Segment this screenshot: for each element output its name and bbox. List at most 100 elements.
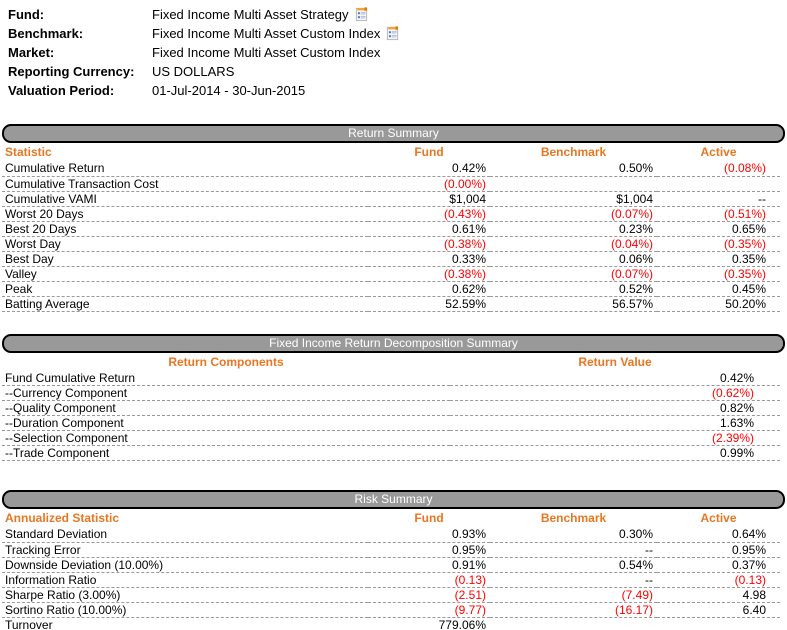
table-row: Fund Cumulative Return 0.42%: [2, 370, 780, 386]
stat-label: Peak: [2, 281, 368, 297]
stat-value: 0.30%: [490, 527, 657, 543]
fund-value: Fixed Income Multi Asset Strategy: [152, 7, 349, 22]
column-header-benchmark: Benchmark: [540, 511, 607, 525]
stat-value: --: [490, 572, 657, 588]
stat-label: Valley: [2, 266, 368, 282]
stat-value: (0.07%): [490, 266, 657, 282]
table-row: Information Ratio (0.13) -- (0.13): [2, 572, 780, 588]
stat-label: Information Ratio: [2, 572, 368, 588]
stat-value: (0.13): [657, 572, 780, 588]
stat-value: (0.07%): [490, 206, 657, 222]
stat-value: 0.95%: [657, 542, 780, 558]
table-row: Batting Average 52.59% 56.57% 50.20%: [2, 296, 780, 312]
stat-label: Sharpe Ratio (3.00%): [2, 587, 368, 603]
table-row: --Quality Component 0.82%: [2, 400, 780, 416]
reporting-currency-value: US DOLLARS: [152, 64, 235, 79]
stat-value: [490, 176, 657, 192]
table-row: Sortino Ratio (10.00%) (9.77) (16.17) 6.40: [2, 602, 780, 618]
stat-value: 6.40: [657, 602, 780, 618]
stat-value: (7.49): [490, 587, 657, 603]
reporting-currency-row: Reporting Currency: US DOLLARS: [8, 62, 787, 81]
table-row: Standard Deviation 0.93% 0.30% 0.64%: [2, 527, 780, 543]
stat-value: (0.38%): [368, 236, 490, 252]
stat-value: (0.62%): [450, 385, 780, 401]
valuation-period-value: 01-Jul-2014 - 30-Jun-2015: [152, 83, 306, 98]
stat-label: Downside Deviation (10.00%): [2, 557, 368, 573]
table-row: Tracking Error 0.95% -- 0.95%: [2, 542, 780, 558]
benchmark-row: Benchmark: Fixed Income Multi Asset Custo…: [8, 24, 787, 43]
stat-value: --: [490, 542, 657, 558]
table-row: --Currency Component (0.62%): [2, 385, 780, 401]
stat-value: 0.54%: [490, 557, 657, 573]
stat-value: 0.35%: [657, 251, 780, 267]
stat-value: 779.06%: [368, 617, 490, 630]
table-row: Peak 0.62% 0.52% 0.45%: [2, 281, 780, 297]
stat-value: 56.57%: [490, 296, 657, 312]
table-row: Valley (0.38%) (0.07%) (0.35%): [2, 266, 780, 282]
market-row: Market: Fixed Income Multi Asset Custom I…: [8, 43, 787, 62]
stat-label: Fund Cumulative Return: [2, 370, 450, 386]
table-row: --Selection Component (2.39%): [2, 430, 780, 446]
table-row: Worst 20 Days (0.43%) (0.07%) (0.51%): [2, 206, 780, 222]
table-header-row: Statistic Fund Benchmark Active: [2, 143, 780, 161]
stat-value: (9.77): [368, 602, 490, 618]
column-header-return-components: Return Components: [168, 354, 284, 369]
section-title: Return Summary: [348, 126, 439, 140]
stat-label: Cumulative VAMI: [2, 191, 368, 207]
stat-value: (0.35%): [657, 266, 780, 282]
stat-value: (0.13): [368, 572, 490, 588]
section-title-bar: Return Summary: [2, 124, 785, 143]
stat-value: 0.50%: [490, 161, 657, 177]
benchmark-value: Fixed Income Multi Asset Custom Index: [152, 26, 381, 41]
report-header: Fund: Fixed Income Multi Asset Strategy B…: [8, 5, 787, 100]
stat-label: Standard Deviation: [2, 527, 368, 543]
stat-value: 0.33%: [368, 251, 490, 267]
section-title: Risk Summary: [354, 492, 433, 506]
benchmark-label: Benchmark:: [8, 26, 84, 41]
stat-label: --Currency Component: [2, 385, 450, 401]
stat-value: 0.06%: [490, 251, 657, 267]
valuation-period-label: Valuation Period:: [8, 83, 115, 98]
stat-value: (0.43%): [368, 206, 490, 222]
table-row: Best Day 0.33% 0.06% 0.35%: [2, 251, 780, 267]
table-row: Downside Deviation (10.00%) 0.91% 0.54% 0.3…: [2, 557, 780, 573]
column-header-return-value: Return Value: [578, 354, 652, 369]
table-row: Turnover 779.06%: [2, 617, 780, 630]
stat-label: --Selection Component: [2, 430, 450, 446]
stat-value: 0.82%: [450, 400, 780, 416]
stat-value: (2.39%): [450, 430, 780, 446]
stat-value: 0.42%: [450, 370, 780, 386]
column-header-active: Active: [700, 145, 737, 159]
section-title-bar: Risk Summary: [2, 490, 785, 509]
stat-label: --Trade Component: [2, 445, 450, 461]
section-risk-summary: Risk Summary Annualized Statistic Fund B…: [2, 490, 787, 630]
stat-label: Cumulative Return: [2, 161, 368, 177]
stat-value: 0.91%: [368, 557, 490, 573]
stat-value: (16.17): [490, 602, 657, 618]
stat-label: Tracking Error: [2, 542, 368, 558]
stat-value: 52.59%: [368, 296, 490, 312]
section-title: Fixed Income Return Decomposition Summar…: [269, 335, 518, 350]
return-summary-table: Statistic Fund Benchmark Active Cumulati…: [2, 143, 780, 312]
section-return-summary: Return Summary Statistic Fund Benchmark …: [2, 124, 787, 312]
table-row: --Duration Component 1.63%: [2, 415, 780, 431]
report-icon[interactable]: [354, 7, 369, 27]
stat-label: Best 20 Days: [2, 221, 368, 237]
market-label: Market:: [8, 45, 55, 60]
table-row: Cumulative Transaction Cost (0.00%): [2, 176, 780, 192]
table-row: Best 20 Days 0.61% 0.23% 0.65%: [2, 221, 780, 237]
column-header-annualized-statistic: Annualized Statistic: [5, 511, 120, 525]
table-row: Worst Day (0.38%) (0.04%) (0.35%): [2, 236, 780, 252]
report-icon[interactable]: [385, 26, 400, 46]
column-header-active: Active: [700, 511, 737, 525]
stat-value: 0.93%: [368, 527, 490, 543]
stat-value: [657, 617, 780, 630]
stat-label: Worst Day: [2, 236, 368, 252]
stat-value: (0.51%): [657, 206, 780, 222]
stat-label: Best Day: [2, 251, 368, 267]
stat-value: 4.98: [657, 587, 780, 603]
stat-value: 50.20%: [657, 296, 780, 312]
stat-value: $1,004: [368, 191, 490, 207]
stat-value: 0.61%: [368, 221, 490, 237]
stat-value: 0.64%: [657, 527, 780, 543]
